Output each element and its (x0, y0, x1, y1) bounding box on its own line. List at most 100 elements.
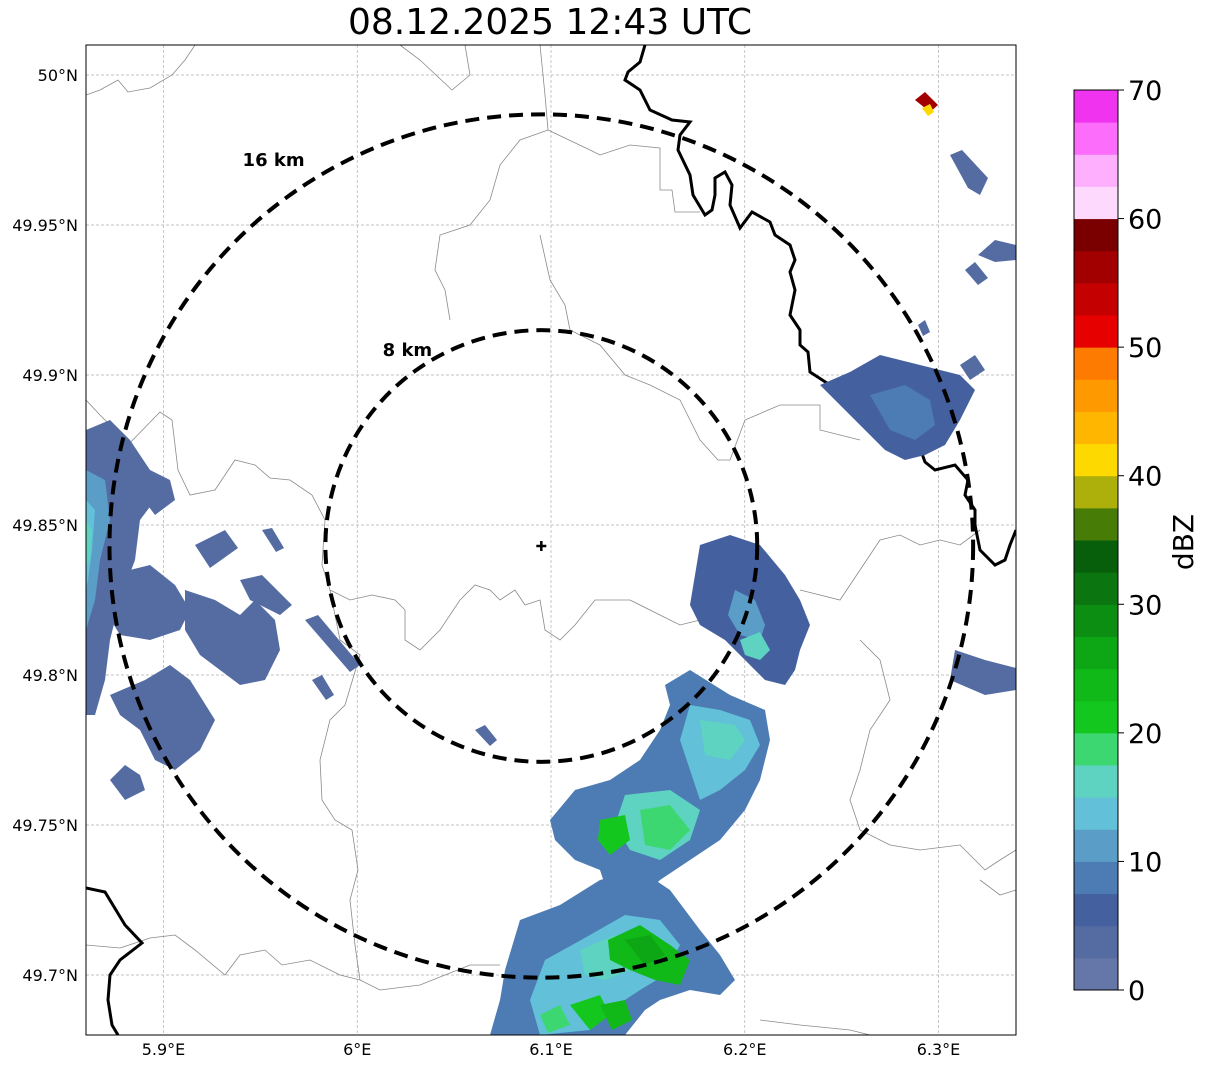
colorbar-segment (1074, 122, 1118, 155)
colorbar-tick-label: 20 (1128, 719, 1162, 750)
colorbar-tick-label: 30 (1128, 590, 1162, 621)
colorbar-tick-label: 0 (1128, 976, 1145, 1007)
echo-cell (600, 1000, 632, 1030)
echo-cell (918, 320, 930, 336)
colorbar-tick-label: 10 (1128, 847, 1162, 878)
colorbar-segment (1074, 572, 1118, 605)
admin-border (86, 45, 196, 96)
colorbar: 0 10 20 30 40 50 60 70 (1073, 76, 1162, 1007)
echo-cell (312, 675, 334, 700)
colorbar-segment (1074, 90, 1118, 123)
echo-cell (105, 565, 190, 640)
country-borders (86, 45, 1016, 1035)
y-tick-label: 49.95°N (12, 216, 78, 235)
admin-border (849, 639, 1016, 871)
y-tick-label: 49.85°N (12, 516, 78, 535)
admin-border (539, 234, 861, 461)
colorbar-frame (1073, 89, 1119, 991)
colorbar-segment (1074, 315, 1118, 348)
colorbar-segment (1074, 732, 1118, 766)
echo-cell (700, 720, 745, 760)
echo-cell (960, 355, 985, 380)
x-tick-label: 6°E (343, 1040, 371, 1059)
echo-cell (870, 385, 935, 440)
colorbar-segment (1074, 218, 1118, 252)
colorbar-segment (1074, 379, 1118, 412)
echo-cell (915, 92, 938, 112)
colorbar-tick-label: 60 (1128, 205, 1162, 236)
radar-echoes (86, 92, 1016, 1035)
admin-border (86, 934, 361, 981)
x-tick-label: 5.9°E (142, 1040, 186, 1059)
y-tick-label: 50°N (38, 66, 78, 85)
echo-cell (86, 520, 92, 565)
y-tick-label: 49.75°N (12, 816, 78, 835)
admin-border (759, 1019, 871, 1035)
echo-cell (110, 765, 145, 800)
colorbar-segment (1074, 829, 1118, 862)
colorbar-tick-label: 50 (1128, 333, 1162, 364)
colorbar-segment (1074, 186, 1118, 220)
colorbar-segment (1074, 797, 1118, 830)
ring-label-8km: 8 km (383, 340, 433, 361)
admin-border (86, 399, 701, 651)
colorbar-segment (1074, 250, 1118, 284)
country-border-west (86, 886, 145, 1035)
ring-label-16km: 16 km (243, 150, 305, 171)
colorbar-segment (1074, 411, 1118, 445)
colorbar-segment (1074, 765, 1118, 798)
range-rings (107, 112, 976, 980)
admin-border (799, 529, 981, 601)
echo-cell (240, 575, 292, 615)
echo-cell (540, 1005, 570, 1033)
admin-border (319, 589, 500, 991)
y-tick-label: 49.7°N (22, 966, 78, 985)
x-tick-label: 6.2°E (723, 1040, 767, 1059)
map-title: 08.12.2025 12:43 UTC (347, 2, 753, 43)
colorbar-segment (1074, 700, 1118, 734)
colorbar-segment (1074, 540, 1118, 573)
admin-border (399, 45, 471, 91)
colorbar-segment (1074, 636, 1118, 670)
colorbar-segment (1074, 154, 1118, 187)
echo-cell (922, 104, 934, 116)
x-tick-label: 6.3°E (917, 1040, 961, 1059)
colorbar-tick-label: 70 (1128, 76, 1162, 107)
colorbar-label: dBZ (1167, 514, 1200, 570)
colorbar-segment (1074, 925, 1118, 959)
echo-cell (475, 725, 497, 746)
map-frame (85, 44, 1017, 1036)
colorbar-segment (1074, 475, 1118, 509)
admin-borders (86, 45, 1016, 1035)
echo-cell (965, 262, 988, 285)
echo-cell (305, 615, 360, 672)
echo-cell (110, 665, 215, 770)
echo-cell (740, 632, 770, 660)
x-axis-ticks: 5.9°E 6°E 6.1°E 6.2°E 6.3°E (142, 1040, 961, 1059)
echo-cell (195, 530, 238, 568)
colorbar-segment (1074, 507, 1118, 541)
colorbar-segment (1074, 282, 1118, 316)
colorbar-segment (1074, 443, 1118, 477)
echo-cell (140, 470, 175, 515)
colorbar-segment (1074, 861, 1118, 895)
colorbar-segment (1074, 347, 1118, 380)
country-border-river (623, 45, 1016, 567)
y-tick-label: 49.9°N (22, 366, 78, 385)
echo-cell (598, 815, 630, 855)
colorbar-segment (1074, 957, 1118, 991)
echo-cell (185, 590, 280, 685)
echo-cell (950, 650, 1016, 695)
echo-cell (640, 805, 690, 850)
radar-site-marker (536, 541, 547, 551)
echo-cell (570, 995, 610, 1030)
x-tick-label: 6.1°E (529, 1040, 573, 1059)
range-ring-8km (323, 328, 760, 764)
echo-cell (950, 150, 988, 195)
admin-border (547, 129, 700, 213)
admin-border (434, 45, 549, 321)
echo-cell (625, 935, 665, 965)
range-ring-16km (107, 112, 976, 980)
y-tick-label: 49.8°N (22, 666, 78, 685)
